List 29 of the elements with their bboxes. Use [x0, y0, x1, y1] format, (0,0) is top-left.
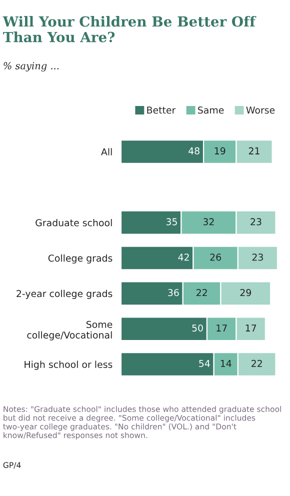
- legend-label: Better: [147, 106, 176, 114]
- data-label: 17: [246, 324, 256, 332]
- y-tick-label: High school or less: [24, 360, 112, 370]
- legend-label: Worse: [246, 106, 275, 114]
- data-label: 36: [168, 289, 179, 296]
- chart-title: Will Your Children Be Better Off Than You Are?: [2, 16, 256, 42]
- data-label: 23: [250, 218, 262, 226]
- data-label: 35: [166, 218, 177, 226]
- y-tick-label: 2-year college grads: [16, 290, 112, 299]
- data-label: 42: [178, 254, 189, 261]
- y-tick-label: Some college/Vocational: [27, 320, 112, 340]
- legend-label: Same: [198, 106, 224, 114]
- data-label: 22: [196, 289, 207, 296]
- data-label: 19: [214, 147, 226, 154]
- data-label: 54: [199, 360, 210, 368]
- data-label: 26: [210, 254, 221, 261]
- data-label: 29: [240, 289, 252, 296]
- data-label: 17: [216, 324, 227, 332]
- y-tick-label: College grads: [48, 254, 112, 264]
- data-label: 21: [248, 147, 260, 154]
- text: % saying ...: [4, 62, 59, 72]
- data-label: 22: [252, 360, 262, 367]
- data-label: 50: [192, 324, 203, 332]
- data-label: 32: [203, 218, 214, 226]
- y-tick-label: Graduate school: [36, 218, 112, 226]
- data-label: 23: [252, 254, 263, 261]
- y-tick-label: All: [101, 148, 112, 156]
- data-label: 48: [188, 147, 200, 154]
- data-label: 14: [220, 360, 232, 367]
